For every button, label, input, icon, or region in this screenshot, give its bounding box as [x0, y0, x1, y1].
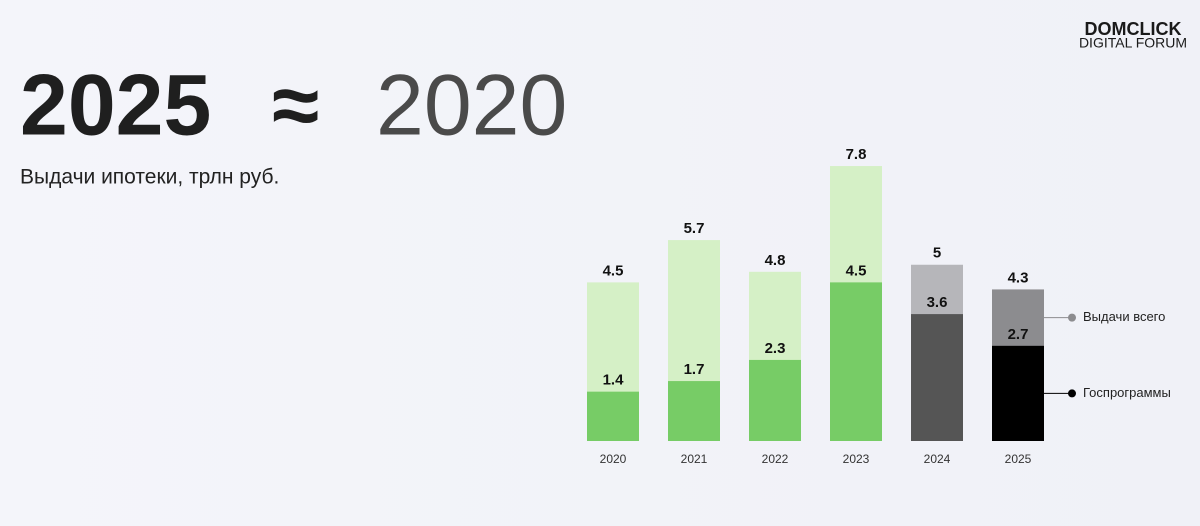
value-label: 5.7 [684, 220, 705, 237]
legend-label: Госпрограммы [1083, 385, 1171, 400]
value-label: 4.8 [765, 252, 786, 269]
program-bar [830, 282, 882, 441]
value-label: 4.3 [1008, 269, 1029, 286]
x-tick-label: 2023 [843, 452, 870, 466]
x-tick-label: 2024 [924, 452, 951, 466]
x-tick-label: 2021 [681, 452, 708, 466]
heading-approx: ≈ [272, 58, 319, 154]
legend-label: Выдачи всего [1083, 309, 1165, 324]
x-tick-label: 2022 [762, 452, 789, 466]
value-label: 4.5 [603, 262, 624, 279]
x-tick-label: 2020 [600, 452, 627, 466]
value-label: 4.5 [846, 262, 867, 279]
value-label: 3.6 [927, 294, 948, 311]
legend-dot [1068, 313, 1076, 322]
heading-year: 2025 [20, 58, 211, 154]
logo-subtitle: DIGITAL FORUM [1079, 35, 1187, 51]
heading-year: 2020 [376, 58, 567, 154]
chart-subtitle: Выдачи ипотеки, трлн руб. [20, 166, 279, 189]
program-bar [992, 345, 1044, 441]
value-label: 5 [933, 245, 941, 262]
value-label: 2.7 [1008, 326, 1029, 343]
value-label: 1.4 [603, 372, 625, 389]
legend-dot [1068, 389, 1076, 398]
program-bar [749, 359, 801, 441]
value-label: 1.7 [684, 361, 705, 378]
value-label: 2.3 [765, 340, 786, 357]
value-label: 7.8 [846, 146, 867, 163]
program-bar [911, 314, 963, 441]
program-bar [587, 391, 639, 441]
x-tick-label: 2025 [1005, 452, 1032, 466]
logo-name: DOMCLICK [1085, 19, 1182, 39]
program-bar [668, 381, 720, 441]
